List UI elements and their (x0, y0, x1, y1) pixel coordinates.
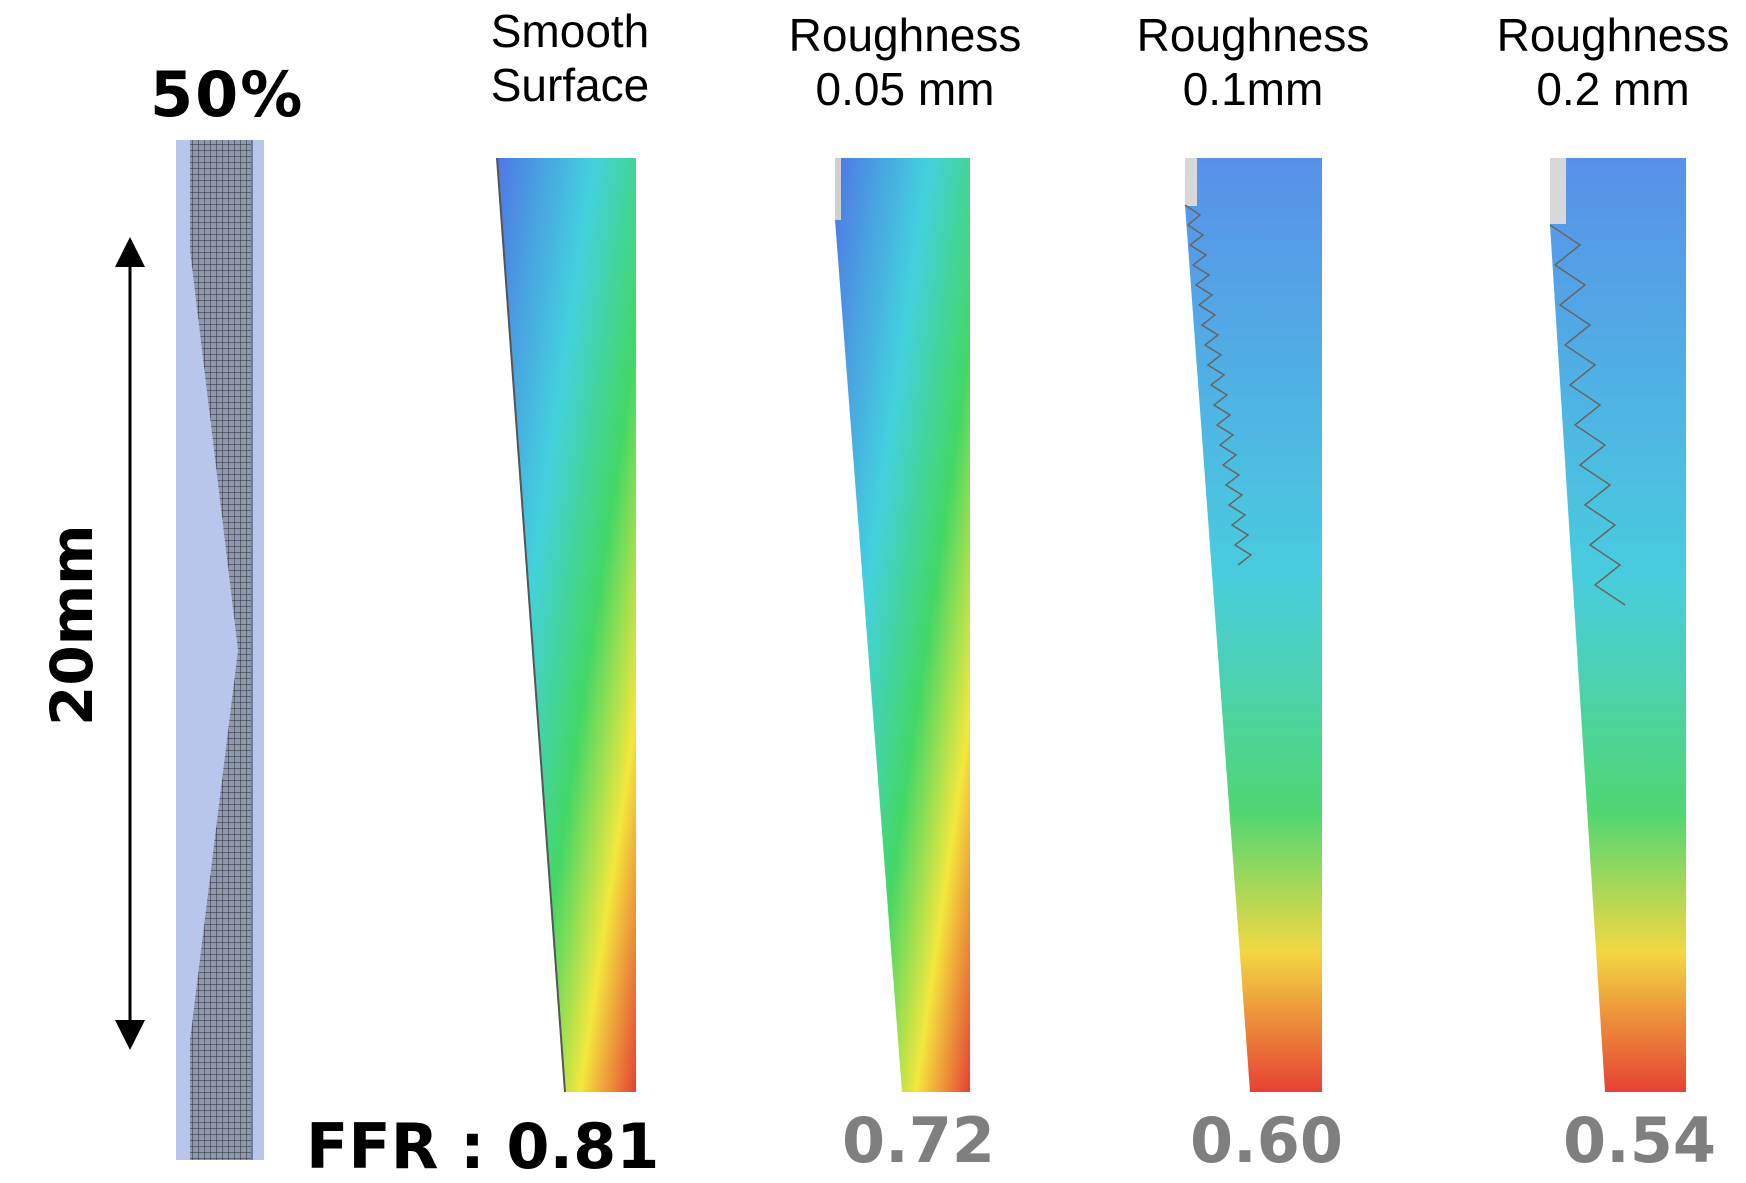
panel-title-roughness-02-line1: Roughness (1496, 9, 1730, 61)
panel-title-roughness-01: Roughness 0.1mm (1128, 8, 1378, 116)
panel-title-roughness-01-line1: Roughness (1136, 9, 1370, 61)
ffr-value-roughness-02: 0.54 (1563, 1104, 1716, 1177)
panel-title-roughness-01-line2: 0.1mm (1182, 63, 1324, 115)
mesh-lumen (190, 140, 252, 1160)
velocity-panel-roughness-01 (1184, 158, 1322, 1092)
ffr-value-roughness-01: 0.60 (1190, 1104, 1343, 1177)
velocity-panel-roughness-005 (835, 158, 970, 1092)
panel-title-roughness-02: Roughness 0.2 mm (1488, 8, 1738, 116)
velocity-panel-roughness-02 (1549, 158, 1686, 1092)
panel-title-smooth: Smooth Surface (470, 4, 670, 112)
ffr-value-roughness-005: 0.72 (842, 1104, 995, 1177)
velocity-panel-smooth (496, 157, 636, 1093)
panel-title-smooth-line2: Surface (490, 59, 650, 111)
roughness-teeth-02 (1549, 224, 1626, 606)
panel-title-roughness-005-line1: Roughness (788, 9, 1022, 61)
stenosis-percent-label: 50% (150, 58, 305, 131)
panel-title-roughness-02-line2: 0.2 mm (1536, 63, 1690, 115)
panel-title-smooth-line1: Smooth (490, 5, 650, 57)
panel-title-roughness-005: Roughness 0.05 mm (780, 8, 1030, 116)
panel-title-roughness-005-line2: 0.05 mm (815, 63, 995, 115)
mesh-model (176, 140, 264, 1160)
ffr-value-smooth: FFR : 0.81 (306, 1110, 660, 1183)
roughness-teeth-01 (1184, 204, 1253, 566)
